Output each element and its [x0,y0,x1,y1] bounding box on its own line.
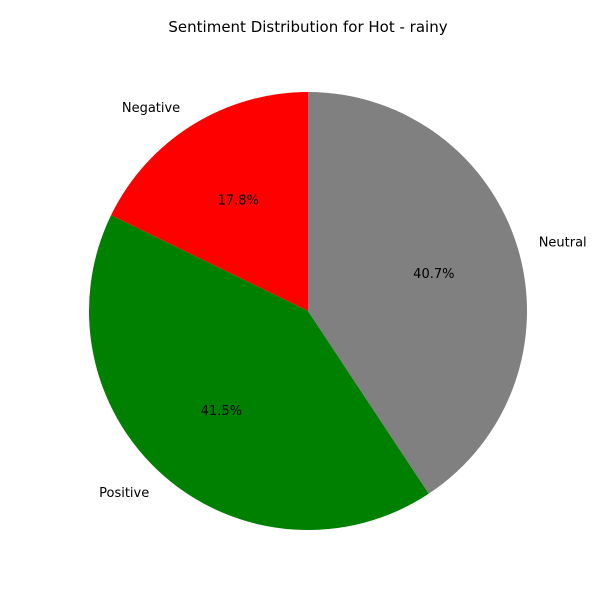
pie-labels: Negative 17.8% Positive 41.5% Neutral 40.7% [99,101,587,501]
pie-slice-positive [88,215,429,530]
pie-slice-neutral [308,92,528,494]
slice-label-negative: Negative [122,101,180,116]
slice-percent-negative: 17.8% [218,194,259,209]
pie-slice-negative [111,92,309,311]
slice-percent-neutral: 40.7% [413,267,454,282]
slice-label-positive: Positive [99,486,149,501]
slice-label-neutral: Neutral [539,236,587,251]
chart-title: Sentiment Distribution for Hot - rainy [168,18,447,36]
slice-percent-positive: 41.5% [201,404,242,419]
pie-slices [88,92,528,530]
